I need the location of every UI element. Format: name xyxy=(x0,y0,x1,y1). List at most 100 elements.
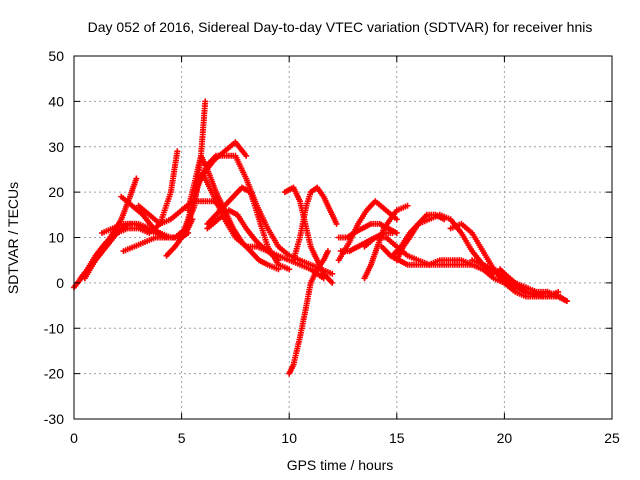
data-point xyxy=(355,239,368,250)
data-point xyxy=(264,248,280,262)
series-track-20 xyxy=(361,202,411,282)
data-point xyxy=(142,225,157,236)
chart-title: Day 052 of 2016, Sidereal Day-to-day VTE… xyxy=(88,19,593,35)
data-point xyxy=(303,282,314,309)
data-point xyxy=(198,100,209,159)
x-tick-label: 15 xyxy=(389,430,405,446)
data-point xyxy=(501,279,517,294)
series-track-15 xyxy=(286,248,331,377)
data-point xyxy=(129,202,145,217)
data-point xyxy=(290,184,302,203)
data-point xyxy=(404,252,420,263)
data-point xyxy=(344,231,356,241)
data-point xyxy=(490,266,506,280)
y-tick-label: 40 xyxy=(48,93,64,109)
series-track-6 xyxy=(120,234,170,255)
data-point xyxy=(324,248,331,255)
data-point xyxy=(275,261,290,272)
data-point xyxy=(247,248,261,262)
data-point xyxy=(118,193,134,208)
data-point xyxy=(109,221,125,232)
data-point xyxy=(320,193,333,212)
data-point xyxy=(350,226,364,236)
data-point xyxy=(363,199,377,214)
data-point xyxy=(163,234,170,241)
series-track-9 xyxy=(185,152,282,273)
data-point xyxy=(314,184,326,198)
y-tick-label: 50 xyxy=(48,48,64,64)
data-point xyxy=(281,185,295,196)
series-track-24 xyxy=(393,211,448,264)
data-point xyxy=(253,239,269,253)
series-track-28 xyxy=(497,266,564,300)
data-point xyxy=(200,159,216,177)
data-point xyxy=(297,304,309,341)
x-tick-label: 0 xyxy=(70,430,78,446)
data-point xyxy=(120,244,136,255)
data-point xyxy=(557,293,564,300)
data-point xyxy=(221,140,237,155)
data-point xyxy=(234,211,248,230)
data-point xyxy=(142,235,157,245)
data-point xyxy=(221,195,235,209)
data-point xyxy=(167,150,180,196)
data-point xyxy=(230,225,244,244)
data-point xyxy=(346,244,360,255)
data-point xyxy=(393,203,409,214)
data-point xyxy=(355,209,369,227)
data-point xyxy=(204,217,220,232)
y-tick-label: -30 xyxy=(44,411,64,427)
data-point xyxy=(329,270,336,277)
series-track-12 xyxy=(204,207,282,264)
data-point xyxy=(441,216,448,223)
x-axis-ticks: 0 5 10 15 20 25 xyxy=(70,56,620,446)
data-point xyxy=(157,217,172,227)
data-point xyxy=(243,225,259,244)
data-point xyxy=(256,257,269,267)
series-track-18 xyxy=(335,220,400,241)
data-point xyxy=(531,288,545,299)
data-point xyxy=(432,211,446,222)
series-track-16 xyxy=(290,184,340,264)
data-point xyxy=(202,98,209,105)
data-point xyxy=(447,221,463,232)
data-point xyxy=(479,261,495,272)
data-point xyxy=(167,208,183,223)
data-point xyxy=(329,279,336,286)
series-track-13 xyxy=(200,139,250,177)
data-point xyxy=(404,202,411,209)
data-point xyxy=(297,205,309,241)
data-point xyxy=(415,213,429,227)
data-point xyxy=(230,186,244,200)
data-point xyxy=(514,284,528,294)
data-point xyxy=(210,149,226,164)
data-points xyxy=(71,98,570,377)
data-point xyxy=(469,230,485,253)
data-point xyxy=(286,266,293,273)
y-tick-label: 20 xyxy=(48,184,64,200)
data-point xyxy=(469,261,484,272)
data-point xyxy=(238,239,252,253)
data-point xyxy=(320,249,331,264)
x-axis-label: GPS time / hours xyxy=(287,457,394,473)
data-point xyxy=(297,261,312,272)
data-point xyxy=(426,258,441,268)
data-point xyxy=(359,221,373,232)
data-point xyxy=(275,257,282,264)
data-point xyxy=(238,184,252,195)
data-point xyxy=(290,336,303,368)
y-tick-label: 30 xyxy=(48,139,64,155)
data-point xyxy=(393,216,400,223)
data-point xyxy=(187,182,202,218)
data-point xyxy=(385,225,399,236)
data-point xyxy=(406,222,421,241)
data-point xyxy=(320,270,334,285)
data-point xyxy=(290,236,303,264)
data-point xyxy=(264,261,280,272)
data-point xyxy=(172,236,184,250)
data-point xyxy=(225,207,239,217)
data-point xyxy=(215,208,231,223)
data-point xyxy=(131,220,146,231)
y-tick-label: -10 xyxy=(44,320,64,336)
